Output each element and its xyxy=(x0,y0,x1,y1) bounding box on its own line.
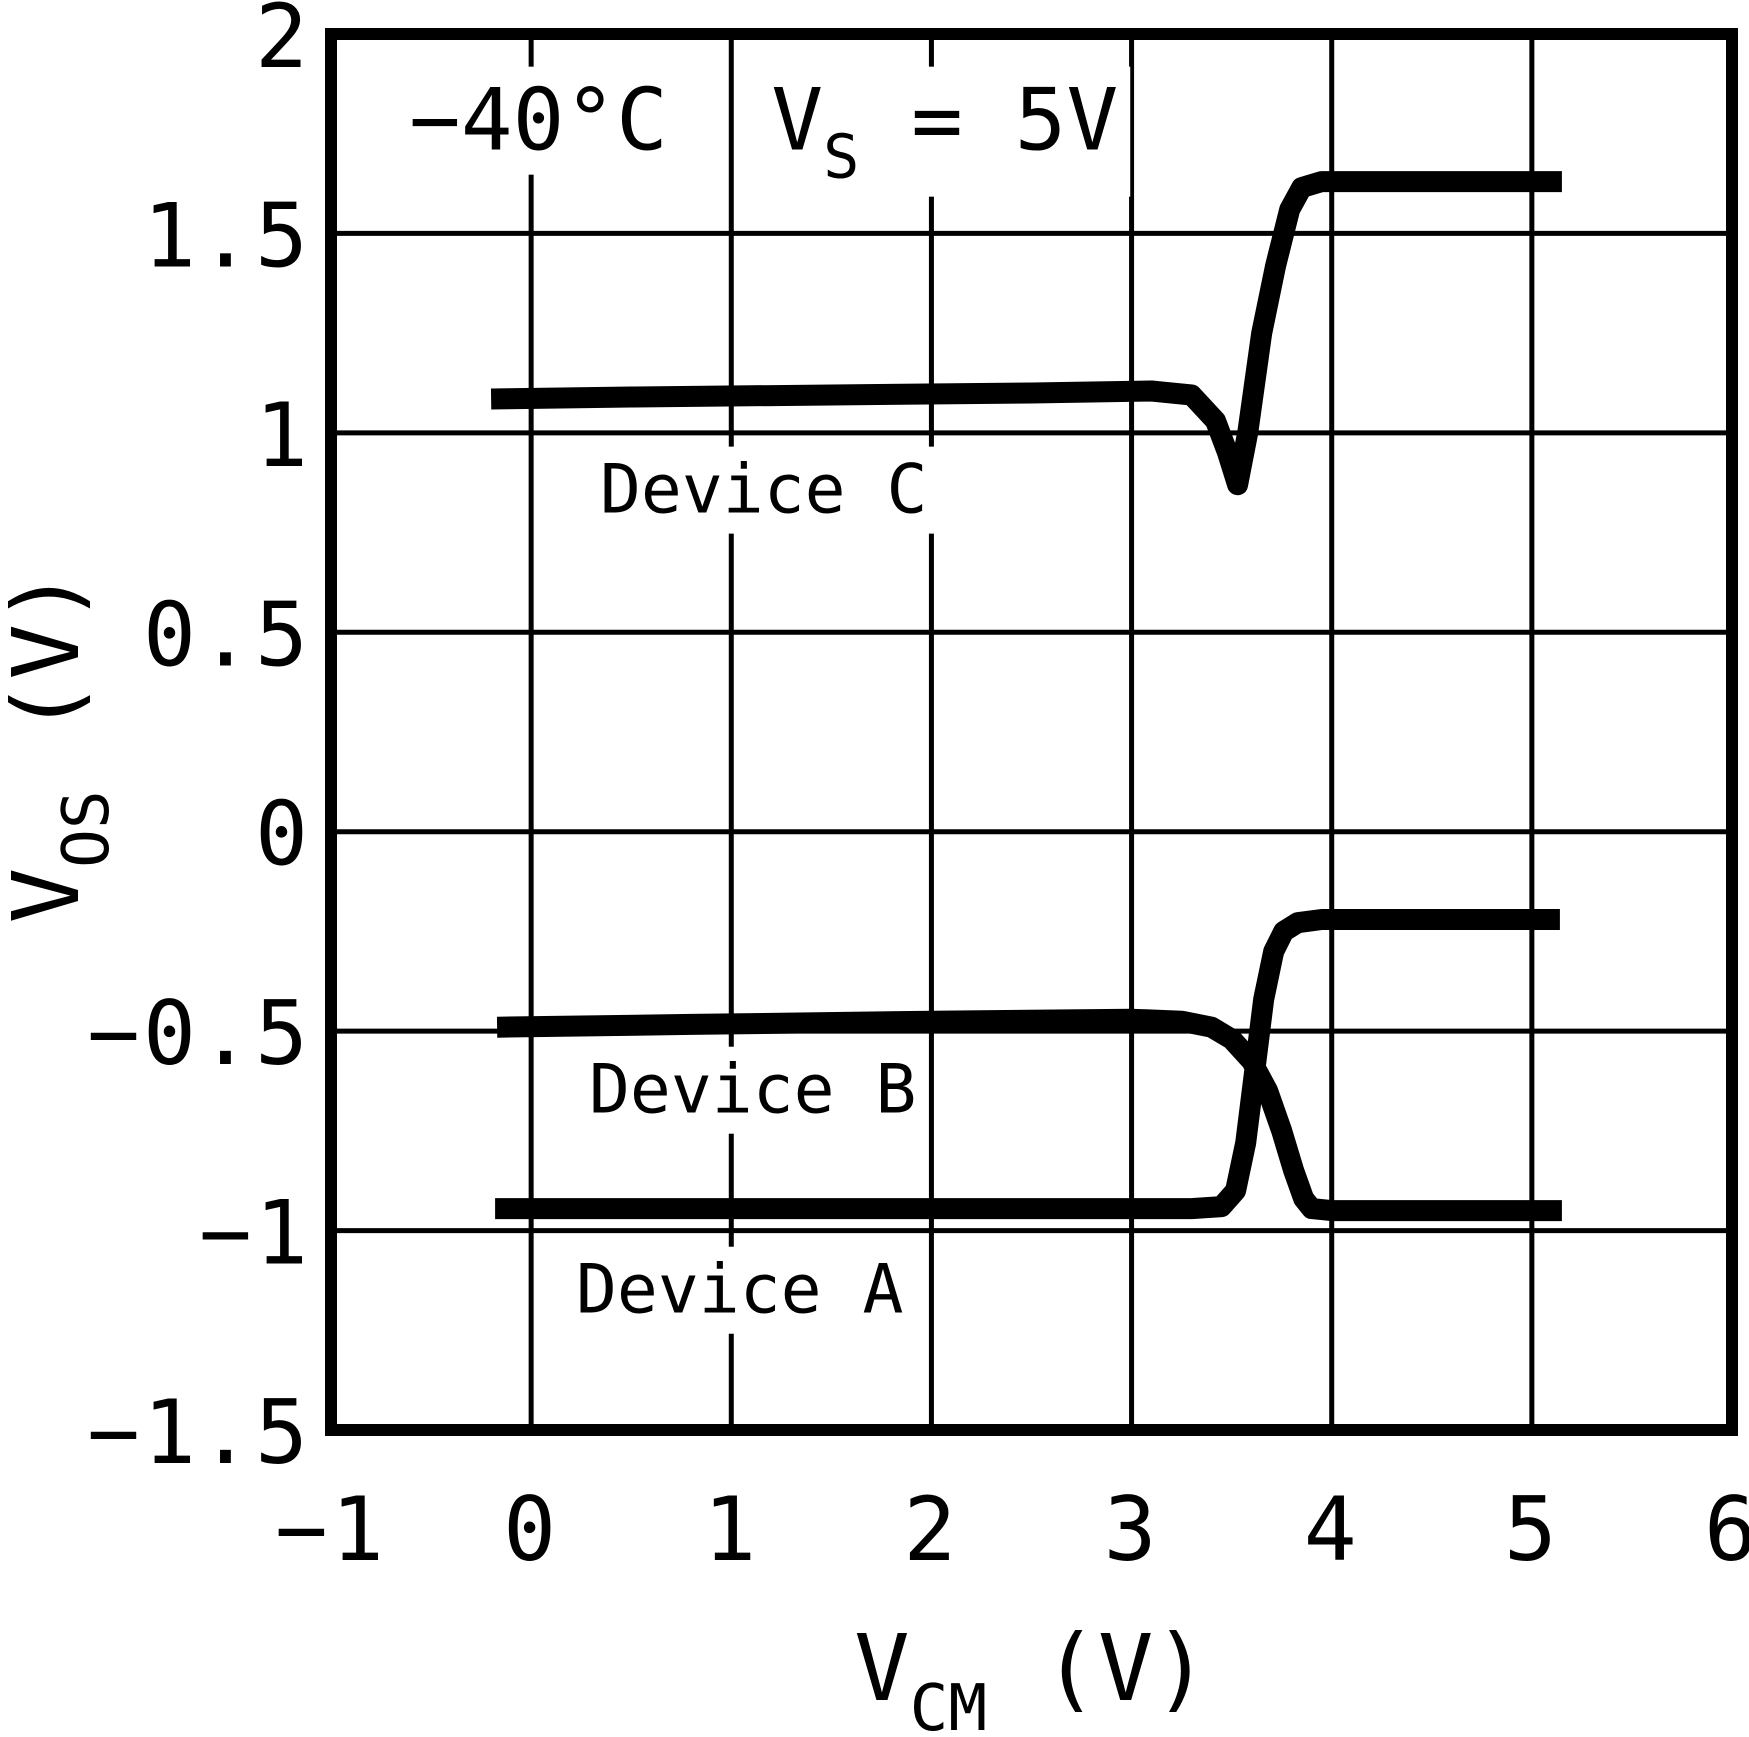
annotation-supply-voltage-mask xyxy=(759,66,1131,197)
series-label-device-c: Device C xyxy=(600,451,928,530)
y-tick-label: −1.5 xyxy=(87,1381,311,1484)
y-tick-label: 1 xyxy=(255,384,311,487)
plot-border xyxy=(325,28,1738,1436)
x-tick-label: 0 xyxy=(503,1478,559,1581)
x-tick-label: 1 xyxy=(703,1478,759,1581)
annotation-supply-voltage: VS = 5V xyxy=(771,71,1118,193)
x-tick-label: 6 xyxy=(1704,1478,1749,1581)
series-label-device-b: Device B xyxy=(589,1051,917,1130)
y-axis-title: VOS (V) xyxy=(0,569,124,924)
x-tick-label: 3 xyxy=(1104,1478,1160,1581)
curve-device-c xyxy=(490,171,1562,496)
series-label-device-b-mask xyxy=(576,1046,929,1134)
series-label-device-a-mask xyxy=(563,1246,916,1334)
x-tick-label: 5 xyxy=(1504,1478,1560,1581)
x-tick-label: 2 xyxy=(903,1478,959,1581)
annotation-temperature: −40°C xyxy=(409,71,668,171)
y-tick-label: 1.5 xyxy=(143,184,311,287)
series-label-device-c-mask xyxy=(587,446,940,534)
series-label-device-a: Device A xyxy=(576,1251,904,1330)
x-tick-labels: −1 0 1 2 3 4 5 6 xyxy=(275,1478,1749,1581)
y-tick-label: −1 xyxy=(199,1182,311,1285)
y-tick-label: 0.5 xyxy=(143,583,311,686)
gridlines xyxy=(331,34,1732,1430)
x-tick-label: 4 xyxy=(1304,1478,1360,1581)
x-axis-title: VCM (V) xyxy=(854,1615,1209,1737)
annotation-temperature-mask xyxy=(397,66,680,175)
curve-device-a xyxy=(495,909,1560,1220)
y-tick-labels: 2 1.5 1 0.5 0 −0.5 −1 −1.5 xyxy=(87,0,311,1484)
y-tick-label: −0.5 xyxy=(87,982,311,1085)
x-tick-label: −1 xyxy=(275,1478,387,1581)
y-tick-label: 0 xyxy=(255,783,311,886)
y-tick-label: 2 xyxy=(255,0,311,88)
